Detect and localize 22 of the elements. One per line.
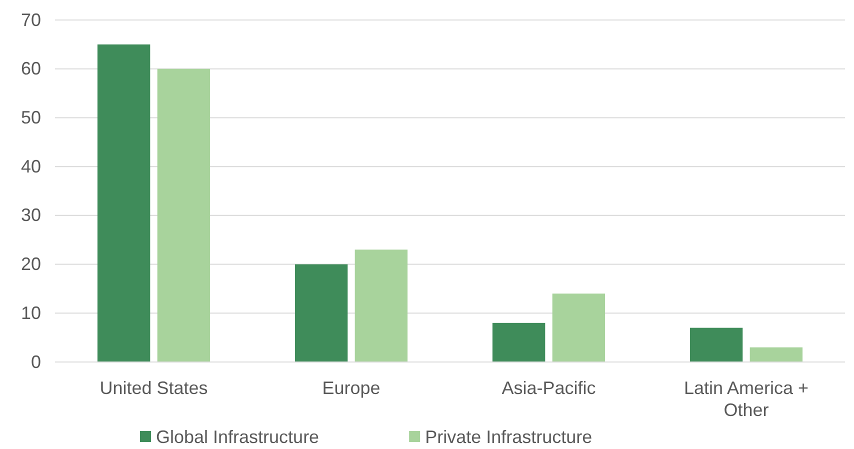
bar bbox=[354, 250, 408, 362]
y-tick-label: 70 bbox=[20, 10, 41, 30]
bar bbox=[690, 328, 743, 362]
y-tick-label: 60 bbox=[20, 58, 41, 79]
legend-label: Private Infrastructure bbox=[425, 427, 592, 447]
y-tick-label: 50 bbox=[20, 107, 41, 128]
bar bbox=[750, 347, 803, 362]
bar bbox=[492, 322, 546, 362]
y-tick-label: 40 bbox=[20, 156, 41, 176]
x-tick-label: United States bbox=[100, 378, 208, 398]
x-tick-label: Latin America + Other bbox=[684, 378, 809, 420]
bar bbox=[294, 264, 348, 362]
y-tick-label: 20 bbox=[20, 254, 41, 274]
y-tick-label: 30 bbox=[20, 205, 41, 226]
legend-label: Global Infrastructure bbox=[156, 427, 320, 447]
bar bbox=[97, 44, 150, 362]
bar bbox=[157, 68, 210, 362]
bar bbox=[552, 294, 606, 362]
x-tick-label: Asia-Pacific bbox=[502, 378, 596, 398]
y-tick-label: 10 bbox=[20, 302, 41, 323]
x-tick-label: Europe bbox=[322, 378, 380, 398]
y-tick-label: 0 bbox=[30, 352, 41, 372]
